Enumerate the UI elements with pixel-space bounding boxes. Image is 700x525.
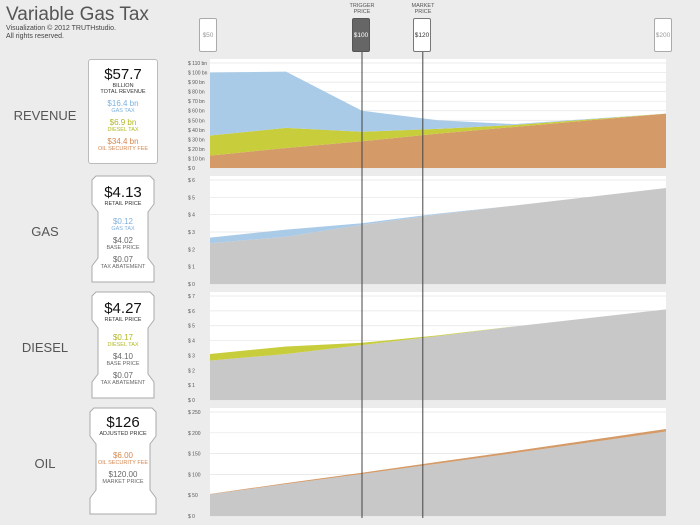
revenue-series-diesel-tax (210, 113, 666, 156)
copyright-line-1: Visualization © 2012 TRUTHstudio. (6, 25, 116, 32)
gas-ytick-label: $ 3 (188, 230, 195, 236)
trigger-price-label: TRIGGER PRICE (342, 3, 382, 15)
diesel-base-value: $4.10 (112, 352, 134, 361)
oil-ytick-label: $ 150 (188, 452, 201, 458)
diesel-ytick-label: $ 6 (188, 309, 195, 315)
row-label-revenue: REVENUE (13, 108, 77, 123)
diesel-retail-value: $4.27 (104, 300, 142, 317)
revenue-ytick-label: $ 50 bn (188, 118, 205, 124)
gas-ytick-label: $ 0 (188, 282, 195, 288)
diesel-base-label: BASE PRICE (106, 361, 140, 367)
oil-market-label: MARKET PRICE (102, 479, 144, 485)
diesel-tax-label: DIESEL TAX (107, 342, 139, 348)
row-label-gas: GAS (31, 224, 59, 239)
gas-base-value: $4.02 (112, 236, 134, 245)
oil-fee-value: $6.00 (112, 451, 134, 460)
diesel-ytick-label: $ 7 (188, 294, 195, 300)
diesel-series-diesel-tax (210, 309, 666, 361)
oil-fee-revenue: $34.4 bn (107, 137, 139, 146)
oil-market-value: $120.00 (108, 470, 138, 479)
revenue-ytick-label: $ 40 bn (188, 128, 205, 134)
revenue-ytick-label: $ 110 bn (188, 61, 207, 67)
min-price-tag: $50 (199, 18, 217, 52)
max-price-tag: $200 (654, 18, 672, 52)
copyright-line-2: All rights reserved. (6, 33, 64, 40)
row-label-oil: OIL (34, 456, 56, 471)
oil-fee-label: OIL SECURITY FEE (97, 460, 149, 466)
revenue-ytick-label: $ 80 bn (188, 90, 205, 96)
gas-ytick-label: $ 2 (188, 247, 195, 253)
total-revenue-label: TOTAL REVENUE (100, 89, 146, 95)
revenue-ytick-label: $ 90 bn (188, 80, 205, 86)
trigger-price-handle[interactable]: $100 (352, 18, 370, 52)
diesel-series-base-price (210, 309, 666, 400)
gas-series-base-price (210, 188, 666, 284)
gas-ytick-label: $ 5 (188, 195, 195, 201)
oil-fee-revenue-label: OIL SECURITY FEE (97, 146, 149, 152)
diesel-abatement-value: $0.07 (112, 371, 134, 380)
diesel-abatement-label: TAX ABATEMENT (100, 380, 146, 386)
gas-series-gas-tax (210, 188, 666, 244)
gas-tax-revenue-label: GAS TAX (111, 108, 135, 114)
gas-abatement-value: $0.07 (112, 255, 134, 264)
oil-series-oil-security-fee (210, 429, 666, 495)
revenue-ytick-label: $ 60 bn (188, 109, 205, 115)
gas-abatement-label: TAX ABATEMENT (100, 264, 146, 270)
revenue-card: $57.7 BILLION TOTAL REVENUE $16.4 bn GAS… (88, 59, 158, 164)
oil-ytick-label: $ 50 (188, 493, 198, 499)
diesel-ytick-label: $ 5 (188, 324, 195, 330)
market-price-label: MARKET PRICE (403, 3, 443, 15)
oil-card: $126 ADJUSTED PRICE $6.00 OIL SECURITY F… (90, 408, 156, 514)
revenue-series-gas-tax (210, 71, 666, 136)
oil-ytick-label: $ 0 (188, 514, 195, 520)
revenue-ytick-label: $ 0 (188, 166, 195, 172)
revenue-ytick-label: $ 70 bn (188, 99, 205, 105)
gas-ytick-label: $ 1 (188, 265, 195, 271)
diesel-ytick-label: $ 4 (188, 339, 195, 345)
trigger-label-line1: TRIGGER (349, 3, 375, 9)
gas-retail-label: RETAIL PRICE (104, 201, 142, 207)
total-revenue-unit: BILLION (112, 83, 134, 89)
gas-tax-value: $0.12 (112, 217, 134, 226)
diesel-tax-revenue: $6.9 bn (109, 118, 137, 127)
app-title: Variable Gas Tax (6, 4, 149, 25)
oil-series-market-price (210, 431, 666, 516)
gas-ytick-label: $ 6 (188, 178, 195, 184)
market-label-line2: PRICE (414, 9, 432, 15)
diesel-tax-revenue-label: DIESEL TAX (107, 127, 139, 133)
revenue-ytick-label: $ 10 bn (188, 156, 205, 162)
revenue-ytick-label: $ 100 bn (188, 71, 208, 77)
revenue-series-oil-security-fee (210, 113, 666, 168)
oil-card-shape (89, 407, 157, 515)
total-revenue-value: $57.7 (104, 66, 142, 83)
diesel-card: $4.27 RETAIL PRICE $0.17 DIESEL TAX $4.1… (92, 292, 154, 398)
oil-ytick-label: $ 100 (188, 472, 201, 478)
diesel-tax-value: $0.17 (112, 333, 134, 342)
market-price-handle[interactable]: $120 (413, 18, 431, 52)
row-label-diesel: DIESEL (21, 340, 69, 355)
oil-adjusted-label: ADJUSTED PRICE (99, 431, 147, 437)
diesel-ytick-label: $ 0 (188, 398, 195, 404)
diesel-ytick-label: $ 2 (188, 368, 195, 374)
gas-tax-label: GAS TAX (111, 226, 135, 232)
gas-card: $4.13 RETAIL PRICE $0.12 GAS TAX $4.02 B… (92, 176, 154, 282)
trigger-label-line2: PRICE (353, 9, 371, 15)
gas-retail-value: $4.13 (104, 184, 142, 201)
gas-card-shape (91, 175, 155, 283)
market-label-line1: MARKET (411, 3, 435, 9)
oil-ytick-label: $ 250 (188, 410, 201, 416)
copyright-text: Visualization © 2012 TRUTHstudio. All ri… (6, 25, 116, 41)
gas-tax-revenue: $16.4 bn (107, 99, 139, 108)
diesel-ytick-label: $ 1 (188, 383, 195, 389)
diesel-retail-label: RETAIL PRICE (104, 317, 142, 323)
gas-ytick-label: $ 4 (188, 213, 195, 219)
revenue-ytick-label: $ 20 bn (188, 147, 205, 153)
gas-base-label: BASE PRICE (106, 245, 140, 251)
revenue-ytick-label: $ 30 bn (188, 137, 205, 143)
diesel-ytick-label: $ 3 (188, 353, 195, 359)
oil-adjusted-value: $126 (106, 414, 140, 431)
diesel-card-shape (91, 291, 155, 399)
oil-ytick-label: $ 200 (188, 431, 201, 437)
